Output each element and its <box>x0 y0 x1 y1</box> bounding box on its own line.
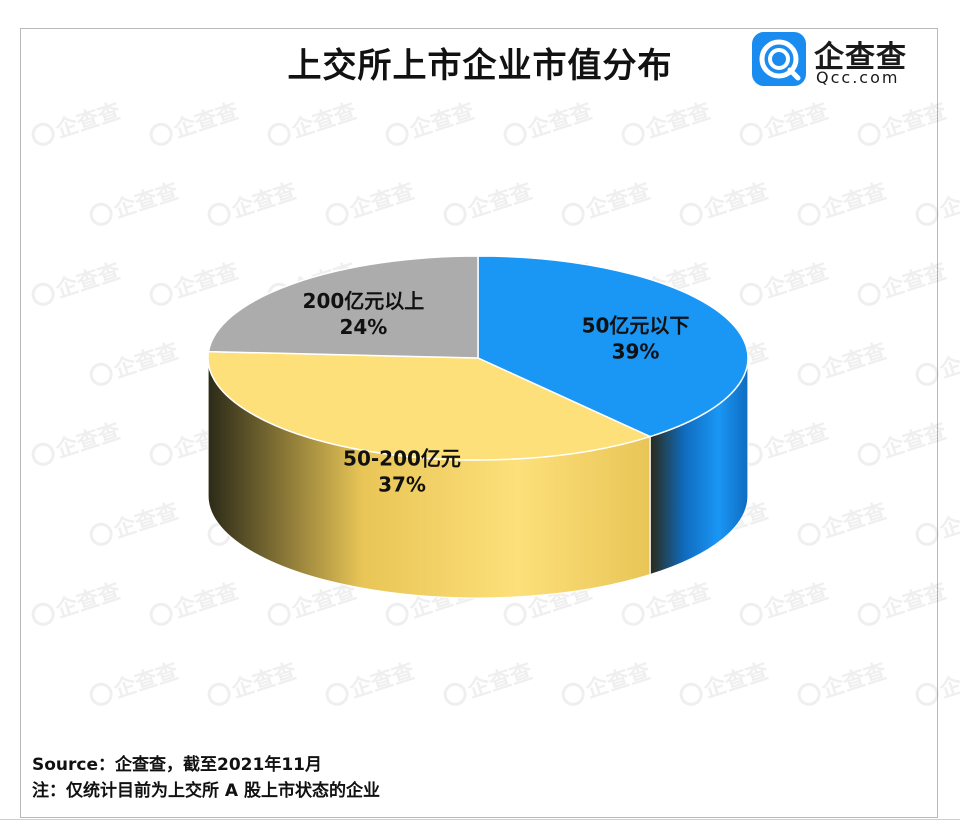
slice-label: 50亿元以下 <box>582 314 690 338</box>
scope-note: 注：仅统计目前为上交所 A 股上市状态的企业 <box>32 781 380 801</box>
pie-slice-top <box>207 350 653 461</box>
source-note: Source：企查查，截至2021年11月 <box>32 755 322 775</box>
qcc-logo-icon <box>752 32 806 86</box>
slice-value-label: 24% <box>339 315 387 339</box>
logo-en-text: Qcc.com <box>816 68 900 87</box>
slice-label: 200亿元以上 <box>303 289 425 313</box>
bottom-bar <box>0 819 960 834</box>
pie-top-layer <box>207 255 749 461</box>
logo-cn-text: 企查查 <box>814 40 907 75</box>
slice-label: 50-200亿元 <box>343 446 461 470</box>
pie-slice-top <box>207 255 479 359</box>
slice-value-label: 37% <box>378 472 426 496</box>
chart-title: 上交所上市企业市值分布 <box>287 46 673 86</box>
chart-notes: Source：企查查，截至2021年11月 注：仅统计目前为上交所 A 股上市状… <box>32 752 380 804</box>
slice-value-label: 39% <box>612 340 660 364</box>
pie-slice-top <box>477 255 749 438</box>
qcc-logo: 企查查 Qcc.com <box>752 32 922 88</box>
